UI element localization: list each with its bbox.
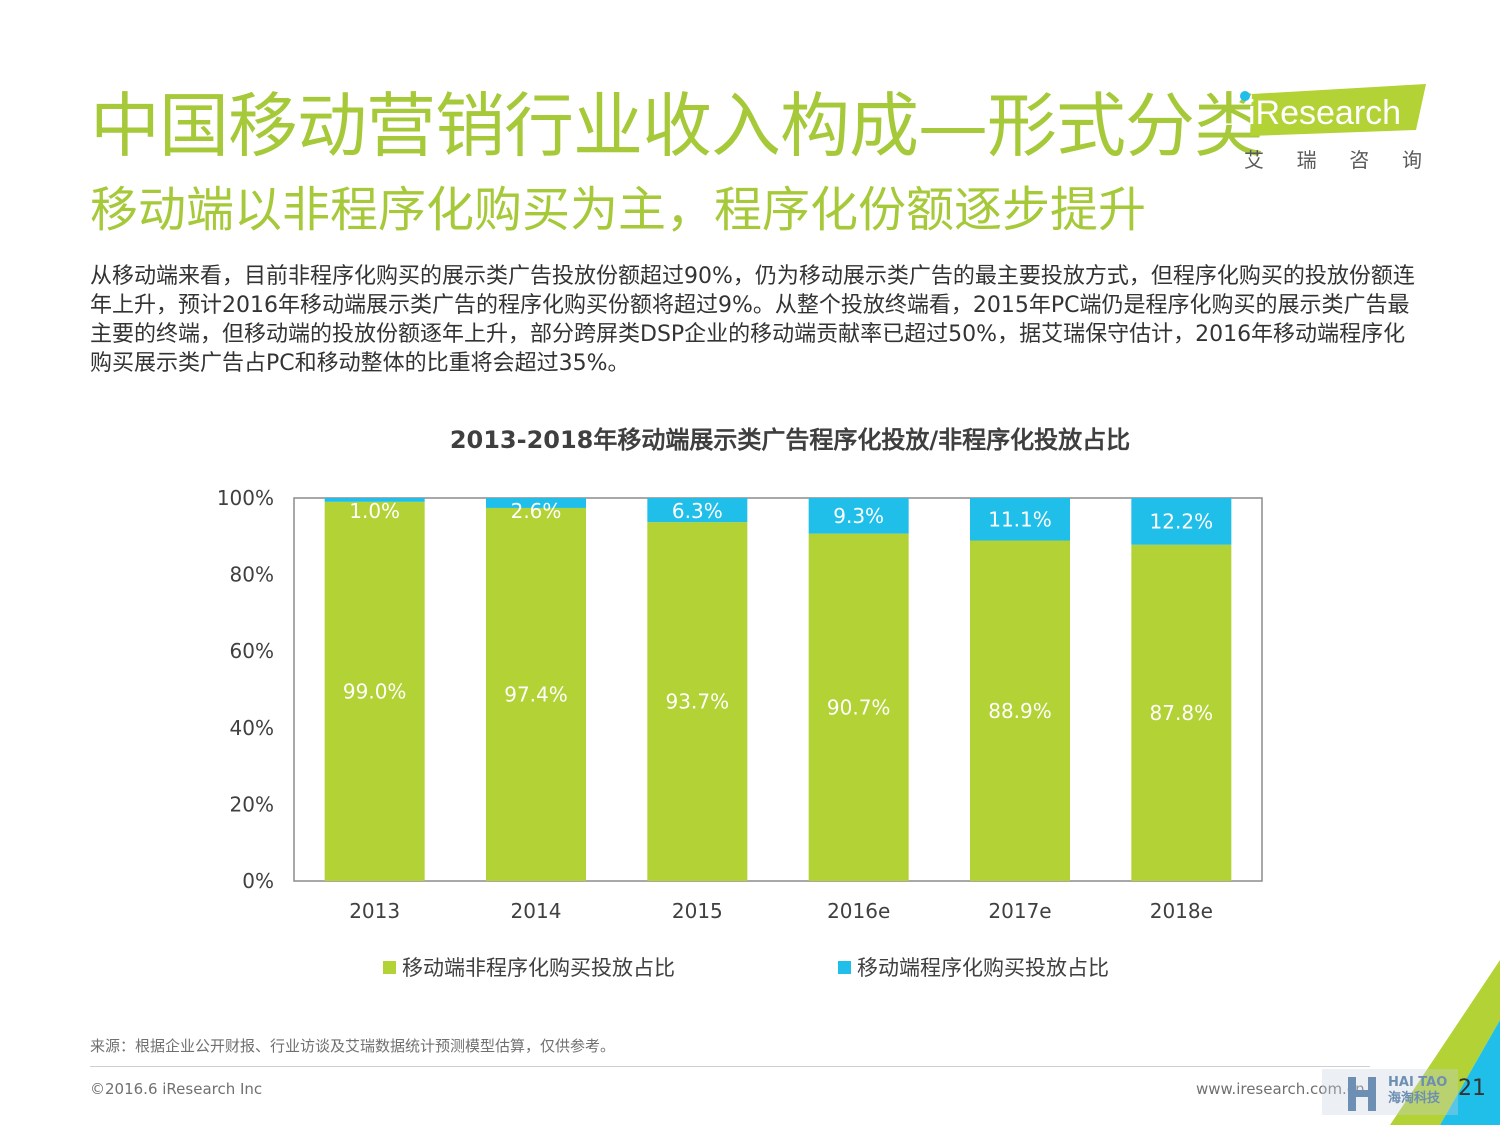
x-tick-label: 2014: [511, 899, 562, 923]
data-label: 1.0%: [349, 499, 400, 523]
data-label: 97.4%: [504, 682, 568, 706]
legend-item-nonprogrammatic: 移动端非程序化购买投放占比: [383, 952, 675, 982]
website-link[interactable]: www.iresearch.com.cn: [1196, 1080, 1365, 1098]
bar-nonprogrammatic: [486, 507, 586, 881]
copyright: ©2016.6 iResearch Inc: [90, 1080, 263, 1098]
x-tick-label: 2013: [349, 899, 400, 923]
bar-programmatic: [970, 498, 1070, 541]
watermark-logo-icon: [1348, 1077, 1376, 1111]
watermark-background: [1322, 1069, 1458, 1115]
bar-nonprogrammatic: [970, 540, 1070, 881]
source-note: 来源：根据企业公开财报、行业访谈及艾瑞数据统计预测模型估算，仅供参考。: [90, 1037, 616, 1055]
data-label: 9.3%: [833, 504, 884, 528]
data-label: 12.2%: [1150, 509, 1214, 533]
legend-label: 移动端非程序化购买投放占比: [402, 956, 675, 980]
legend-label: 移动端程序化购买投放占比: [857, 956, 1109, 980]
bar-nonprogrammatic: [808, 533, 909, 881]
logo-char: 瑞: [1296, 148, 1317, 172]
data-label: 6.3%: [672, 499, 723, 523]
page-title: 中国移动营销行业收入构成—形式分类: [90, 85, 1264, 167]
bar-nonprogrammatic: [647, 522, 748, 881]
watermark-text: HAI TAO 海淘科技: [1388, 1075, 1447, 1107]
data-label: 11.1%: [988, 507, 1052, 531]
watermark-en: HAI TAO: [1388, 1075, 1448, 1090]
data-label: 87.8%: [1150, 701, 1214, 725]
bar-nonprogrammatic: [1131, 544, 1232, 881]
x-tick-label: 2015: [672, 899, 723, 923]
data-label: 93.7%: [666, 690, 730, 714]
watermark-cn: 海淘科技: [1388, 1091, 1441, 1106]
y-tick-label: 100%: [217, 486, 274, 510]
bar-programmatic: [486, 498, 586, 508]
legend-swatch-green: [383, 960, 396, 974]
corner-decoration: [1390, 960, 1500, 1125]
y-tick-label: 0%: [242, 869, 274, 893]
y-tick-label: 40%: [230, 716, 274, 740]
bar-programmatic: [647, 498, 748, 523]
logo-word-text: iResearch: [1248, 94, 1401, 132]
x-tick-label: 2017e: [988, 899, 1051, 923]
x-tick-label: 2016e: [827, 899, 890, 923]
iresearch-logo: iResearch 艾 瑞 咨 询: [1238, 82, 1428, 172]
description-paragraph: 从移动端来看，目前非程序化购买的展示类广告投放份额超过90%，仍为移动展示类广告…: [90, 264, 1415, 376]
page-number: 21: [1458, 1076, 1486, 1101]
logo-wordmark: iResearch: [1240, 84, 1426, 136]
logo-char: 艾: [1244, 148, 1264, 172]
logo-char: 咨: [1349, 148, 1370, 172]
stacked-bar-chart: 0% 20% 40% 60% 80% 100% 99.0% 1.0% 2013 97.4% 2.6%…: [217, 486, 1263, 923]
bar-nonprogrammatic: [324, 501, 425, 881]
bar-programmatic: [1131, 498, 1232, 545]
y-tick-label: 80%: [230, 563, 274, 587]
chart-title: 2013-2018年移动端展示类广告程序化投放/非程序化投放占比: [449, 426, 1131, 454]
bar-programmatic: [324, 498, 425, 502]
legend-item-programmatic: 移动端程序化购买投放占比: [838, 952, 1109, 982]
data-label: 90.7%: [827, 695, 891, 719]
page-subtitle: 移动端以非程序化购买为主，程序化份额逐步提升: [90, 182, 1147, 238]
logo-chinese-name: 艾 瑞 咨 询: [1238, 144, 1428, 173]
y-tick-label: 20%: [230, 792, 274, 816]
x-tick-label: 2018e: [1150, 899, 1213, 923]
bar-programmatic: [808, 498, 909, 534]
data-label: 99.0%: [343, 679, 407, 703]
y-tick-label: 60%: [230, 639, 274, 663]
data-label: 88.9%: [988, 699, 1052, 723]
data-label: 2.6%: [511, 499, 562, 523]
plot-frame: [293, 497, 1263, 882]
legend-swatch-blue: [838, 960, 851, 974]
footer-divider: [90, 1066, 1370, 1067]
logo-char: 询: [1401, 148, 1422, 172]
